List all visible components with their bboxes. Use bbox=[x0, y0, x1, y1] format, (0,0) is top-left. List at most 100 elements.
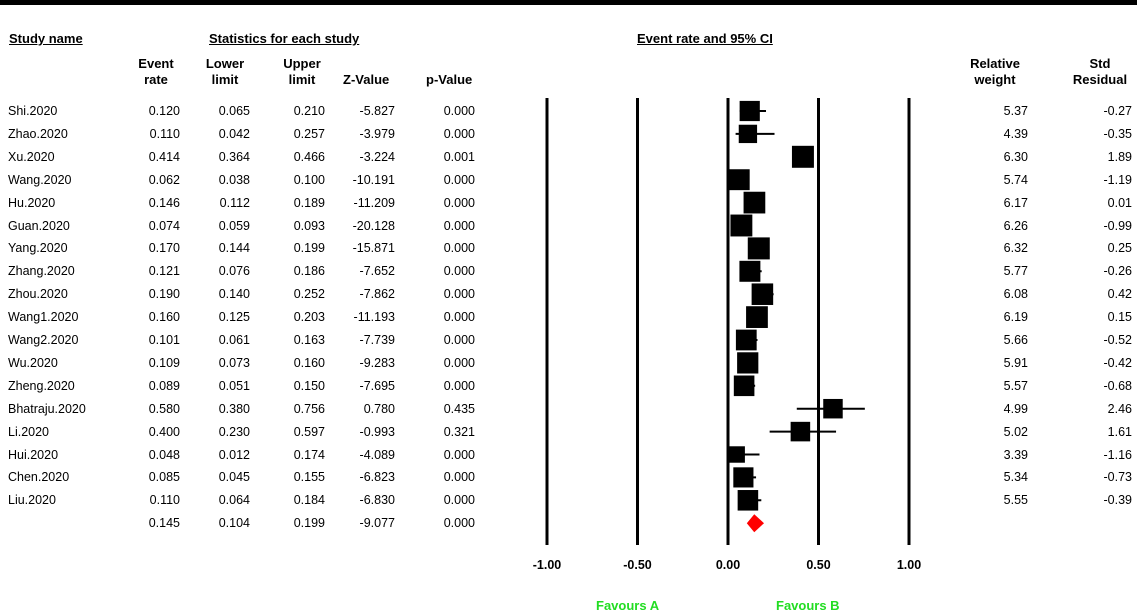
p-value-cell: 0.001 bbox=[443, 149, 475, 164]
p-value-cell: 0.000 bbox=[443, 447, 475, 462]
z-value-cell: -3.224 bbox=[359, 149, 395, 164]
z-value-cell: -15.871 bbox=[352, 241, 395, 256]
std-residual-cell: 1.61 bbox=[1107, 424, 1132, 439]
event-rate-cell: 0.145 bbox=[148, 516, 180, 531]
study-name-cell: Xu.2020 bbox=[8, 149, 55, 164]
z-value-cell: -9.077 bbox=[359, 516, 395, 531]
z-value-cell: -7.862 bbox=[359, 287, 395, 302]
upper-limit-cell: 0.252 bbox=[293, 287, 325, 302]
std-residual-header-line1: Std bbox=[1089, 56, 1111, 71]
upper-limit-cell: 0.210 bbox=[293, 104, 325, 118]
lower-limit-cell: 0.065 bbox=[218, 104, 250, 118]
std-residual-cell: 0.01 bbox=[1107, 195, 1132, 210]
lower-limit-cell: 0.042 bbox=[218, 126, 250, 141]
p-value-cell: 0.000 bbox=[443, 195, 475, 210]
study-marker bbox=[791, 145, 814, 168]
z-value-cell: -0.993 bbox=[359, 424, 395, 439]
p-value-cell: 0.000 bbox=[443, 378, 475, 393]
upper-limit-cell: 0.093 bbox=[293, 218, 325, 233]
z-value-header: Z-Value bbox=[343, 72, 390, 87]
event-rate-header: Event rate bbox=[133, 56, 179, 88]
relative-weight-cell: 6.30 bbox=[1003, 149, 1028, 164]
p-value-cell: 0.000 bbox=[443, 126, 475, 141]
z-value-cell: -7.695 bbox=[359, 378, 395, 393]
p-value-cell: 0.000 bbox=[443, 333, 475, 347]
z-value-cell: -11.193 bbox=[353, 310, 395, 325]
event-rate-cell: 0.085 bbox=[148, 470, 180, 485]
std-residual-cell: -0.27 bbox=[1103, 104, 1133, 118]
study-marker bbox=[823, 398, 843, 419]
z-value-cell: -10.191 bbox=[352, 172, 395, 187]
study-marker bbox=[733, 467, 754, 488]
std-residual-cell: -0.73 bbox=[1103, 470, 1133, 485]
upper-limit-cell: 0.203 bbox=[293, 310, 325, 325]
lower-limit-cell: 0.045 bbox=[218, 470, 250, 485]
relative-weight-cell: 6.08 bbox=[1003, 287, 1028, 302]
relative-weight-cell: 5.91 bbox=[1003, 355, 1028, 370]
z-value-cell: -3.979 bbox=[359, 126, 395, 141]
p-value-cell: 0.000 bbox=[443, 355, 475, 370]
event-rate-cell: 0.074 bbox=[148, 218, 180, 233]
relative-weight-cell: 5.57 bbox=[1003, 378, 1028, 393]
upper-limit-cell: 0.174 bbox=[293, 447, 325, 462]
upper-limit-cell: 0.186 bbox=[293, 264, 325, 279]
z-value-cell: -6.830 bbox=[359, 493, 395, 508]
upper-limit-cell: 0.189 bbox=[293, 195, 325, 210]
upper-limit-cell: 0.155 bbox=[293, 470, 325, 485]
event-rate-cell: 0.120 bbox=[148, 104, 180, 118]
relative-weight-header-line1: Relative bbox=[970, 56, 1020, 71]
study-marker bbox=[730, 214, 753, 237]
std-residual-cell: -0.52 bbox=[1103, 333, 1133, 347]
study-name-cell: Yang.2020 bbox=[8, 241, 68, 256]
std-residual-cell: -0.26 bbox=[1103, 264, 1133, 279]
event-rate-cell: 0.089 bbox=[148, 378, 180, 393]
plot-title: Event rate and 95% CI bbox=[637, 31, 773, 46]
event-rate-cell: 0.110 bbox=[149, 126, 180, 141]
lower-limit-header: Lower limit bbox=[199, 56, 251, 88]
study-name-cell: Guan.2020 bbox=[8, 218, 70, 233]
relative-weight-cell: 5.34 bbox=[1003, 470, 1028, 485]
std-residual-cell: -0.68 bbox=[1103, 378, 1133, 393]
z-value-cell: -9.283 bbox=[359, 355, 395, 370]
upper-limit-cell: 0.597 bbox=[293, 424, 325, 439]
study-name-cell: Wang.2020 bbox=[8, 172, 72, 187]
event-rate-cell: 0.170 bbox=[148, 241, 180, 256]
study-marker bbox=[735, 329, 757, 351]
upper-limit-cell: 0.257 bbox=[293, 126, 325, 141]
event-rate-cell: 0.414 bbox=[148, 149, 180, 164]
p-value-cell: 0.000 bbox=[443, 493, 475, 508]
study-name-cell: Zhang.2020 bbox=[8, 264, 75, 279]
favours-a-label: Favours A bbox=[596, 598, 660, 613]
study-marker bbox=[737, 352, 759, 374]
std-residual-cell: 0.25 bbox=[1107, 241, 1132, 256]
event-rate-cell: 0.048 bbox=[148, 447, 180, 462]
study-marker bbox=[739, 100, 760, 122]
relative-weight-cell: 6.32 bbox=[1003, 241, 1028, 256]
x-tick-label: 0.50 bbox=[806, 558, 830, 572]
p-value-cell: 0.000 bbox=[443, 218, 475, 233]
lower-limit-cell: 0.051 bbox=[218, 378, 250, 393]
relative-weight-cell: 6.17 bbox=[1003, 195, 1028, 210]
study-marker bbox=[746, 306, 768, 328]
relative-weight-cell: 4.99 bbox=[1003, 401, 1028, 416]
relative-weight-cell: 5.66 bbox=[1003, 333, 1028, 347]
study-marker bbox=[747, 237, 770, 260]
study-name-cell: Hu.2020 bbox=[8, 195, 56, 210]
lower-limit-cell: 0.061 bbox=[218, 333, 250, 347]
p-value-cell: 0.000 bbox=[443, 470, 475, 485]
event-rate-header-line2: rate bbox=[144, 72, 168, 87]
event-rate-cell: 0.146 bbox=[148, 195, 180, 210]
lower-limit-cell: 0.073 bbox=[218, 355, 250, 370]
upper-limit-cell: 0.466 bbox=[293, 149, 325, 164]
study-name-cell: Hui.2020 bbox=[8, 447, 59, 462]
relative-weight-cell: 6.26 bbox=[1003, 218, 1028, 233]
study-marker bbox=[743, 191, 766, 214]
upper-limit-header: Upper limit bbox=[275, 56, 329, 88]
upper-limit-cell: 0.199 bbox=[293, 516, 325, 531]
relative-weight-header-line2: weight bbox=[974, 72, 1016, 87]
relative-weight-cell: 5.37 bbox=[1003, 104, 1028, 118]
study-name-cell: Wu.2020 bbox=[8, 355, 58, 370]
x-tick-label: -0.50 bbox=[623, 558, 652, 572]
event-rate-header-line1: Event bbox=[138, 56, 174, 71]
